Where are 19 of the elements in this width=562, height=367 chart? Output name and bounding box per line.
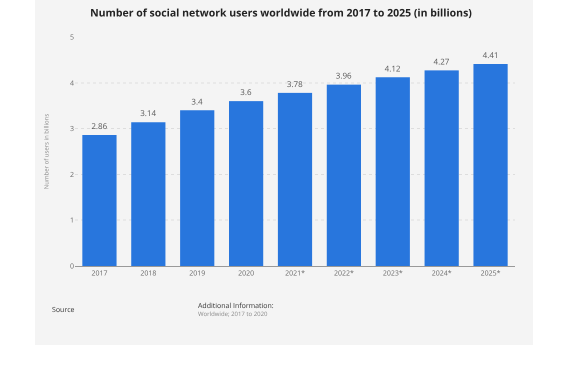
data-label: 4.27: [434, 56, 450, 68]
data-label: 4.41: [482, 50, 498, 62]
data-label: 3.6: [240, 87, 252, 98]
bar: [424, 70, 459, 266]
bar: [278, 92, 312, 266]
bar: [376, 77, 410, 266]
data-label: 3.14: [140, 108, 156, 120]
bar: [473, 64, 508, 266]
bar: [180, 110, 214, 266]
chart-title: Number of social network users worldwide from 2017 to 2025 (in billions): [90, 6, 472, 21]
bar: [131, 122, 166, 266]
data-label: 3.4: [191, 96, 204, 108]
bar: [82, 135, 117, 266]
data-label: 3.78: [286, 78, 304, 90]
bar: [229, 101, 264, 266]
data-label: 3.96: [336, 70, 352, 82]
data-label: 2.86: [91, 121, 108, 132]
bar: [326, 84, 361, 266]
data-label: 4.12: [384, 63, 401, 74]
